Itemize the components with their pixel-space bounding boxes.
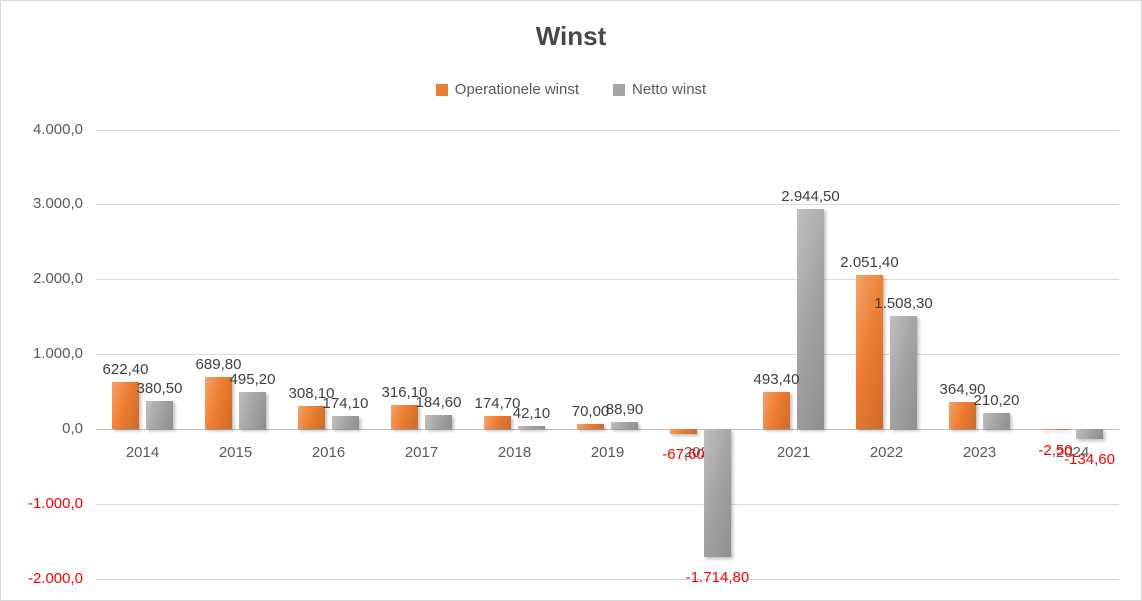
data-label-operationele-winst-2024: -2,50 [1038,442,1073,459]
data-label-netto-winst-2015: 495,20 [229,370,276,388]
x-axis-label-2023: 2023 [962,444,997,461]
y-axis-label: 1.000,0 [32,345,83,363]
bar-operationele-winst-2022 [856,275,883,429]
y-axis-label: 4.000,0 [32,120,83,138]
data-label-netto-winst-2017: 184,60 [415,394,462,412]
data-label-operationele-winst-2023: 364,90 [939,380,986,398]
x-axis-label-2018: 2018 [497,444,532,461]
chart-legend: Operationele winst Netto winst [1,81,1141,98]
data-label-netto-winst-2016: 174,10 [322,395,369,412]
data-label-netto-winst-2022: 1.508,30 [874,295,933,313]
data-label-netto-winst-2023: 210,20 [973,392,1020,410]
y-axis-label: 3.000,0 [32,195,83,213]
legend-label-operationele-winst: Operationele winst [454,81,580,98]
bar-operationele-winst-2020 [670,429,697,435]
bar-netto-winst-2024 [1076,429,1103,440]
bar-netto-winst-2016 [332,416,359,429]
y-axis-label: -2.000,0 [27,569,83,587]
data-label-netto-winst-2021: 2.944,50 [781,187,840,205]
legend-item-netto-winst: Netto winst [613,81,706,98]
data-label-netto-winst-2024: -134,60 [1064,451,1115,469]
bar-operationele-winst-2024 [1042,429,1069,430]
data-label-operationele-winst-2017: 316,10 [381,384,428,402]
data-label-operationele-winst-2018: 174,70 [474,394,521,412]
bar-operationele-winst-2016 [298,405,325,430]
gridline [96,204,1119,206]
bar-operationele-winst-2019 [577,423,604,430]
bar-netto-winst-2021 [797,208,824,429]
bar-operationele-winst-2017 [391,405,418,429]
y-axis-label: -1.000,0 [27,494,83,512]
x-axis-label-2014: 2014 [125,444,160,461]
gridline [96,503,1119,505]
x-axis-label-2019: 2019 [590,444,625,461]
bar-netto-winst-2017 [425,415,452,429]
bar-operationele-winst-2021 [763,392,790,429]
bar-operationele-winst-2015 [205,377,232,429]
data-label-netto-winst-2018: 42,10 [512,404,551,422]
legend-swatch-gray-icon [613,83,626,96]
bar-netto-winst-2015 [239,391,266,430]
bar-operationele-winst-2014 [112,382,139,429]
data-label-operationele-winst-2020: -67,60 [662,446,705,464]
x-axis-line [96,429,1119,430]
gridline [96,279,1119,281]
x-axis-label-2021: 2021 [776,444,811,461]
gridline [96,578,1119,580]
x-axis-label-2017: 2017 [404,444,439,461]
bar-netto-winst-2018 [518,425,545,430]
bar-netto-winst-2019 [611,422,638,429]
data-label-operationele-winst-2014: 622,40 [102,361,149,379]
bar-netto-winst-2023 [983,413,1010,429]
data-label-netto-winst-2014: 380,50 [136,379,183,397]
bar-netto-winst-2022 [890,316,917,429]
legend-item-operationele-winst: Operationele winst [435,81,580,98]
x-axis-label-2015: 2015 [218,444,253,461]
legend-swatch-orange-icon [435,83,448,96]
x-axis-label-2016: 2016 [311,444,346,461]
chart-title: Winst [535,21,607,51]
y-axis-label: 0,0 [62,420,83,437]
bar-netto-winst-2020 [704,429,731,558]
x-axis-label-2022: 2022 [869,444,904,461]
data-label-operationele-winst-2022: 2.051,40 [840,254,899,272]
data-label-netto-winst-2019: 88,90 [605,401,644,419]
x-axis-label-2024: 2024 [1055,444,1090,461]
bar-operationele-winst-2023 [949,401,976,430]
data-label-operationele-winst-2015: 689,80 [195,356,242,374]
y-axis-label: 2.000,0 [32,270,83,288]
data-label-operationele-winst-2021: 493,40 [753,371,800,389]
data-label-netto-winst-2020: -1.714,80 [685,569,750,587]
gridline [96,354,1119,356]
gridline [96,129,1119,131]
bar-operationele-winst-2018 [484,415,511,430]
data-label-operationele-winst-2019: 70,00 [571,402,610,420]
data-label-operationele-winst-2016: 308,10 [288,384,335,402]
bar-netto-winst-2014 [146,400,173,429]
legend-label-netto-winst: Netto winst [632,81,707,98]
